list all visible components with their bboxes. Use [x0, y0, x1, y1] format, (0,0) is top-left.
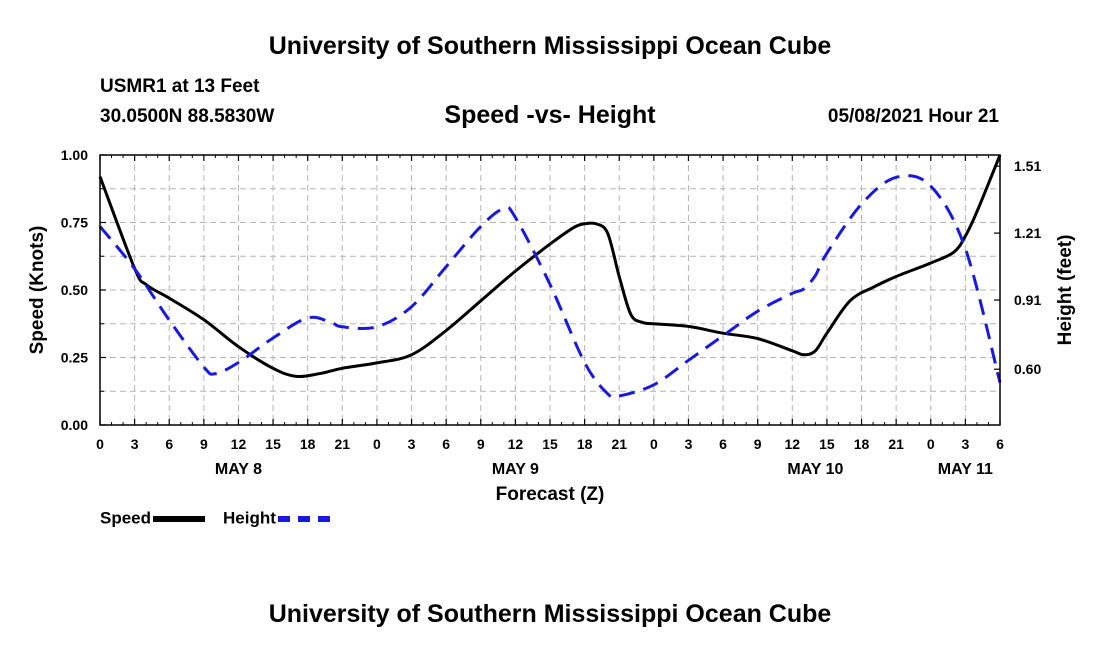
legend-speed-swatch — [153, 515, 206, 522]
y-tick-label-right: 1.21 — [1014, 225, 1041, 241]
x-tick-label: 15 — [265, 436, 281, 452]
x-tick-label: 0 — [650, 436, 658, 452]
grid — [100, 155, 1000, 425]
legend: Speed Height — [100, 508, 348, 529]
bottom-title: University of Southern Mississippi Ocean… — [268, 600, 832, 628]
tick-labels: 0 3 6 9 12 15 18 21 0 3 6 9 12 15 18 21 0 3 6 9 12 15 18 21 0 3 6M… — [61, 147, 1042, 478]
y-tick-label-left: 0.25 — [61, 350, 88, 366]
y-tick-label-right: 0.91 — [1014, 292, 1041, 308]
y-tick-label-left: 0.00 — [61, 417, 88, 433]
x-tick-label: 3 — [408, 436, 416, 452]
legend-height-swatch — [277, 515, 330, 522]
x-tick-label: 21 — [335, 436, 351, 452]
x-tick-label: 12 — [508, 436, 524, 452]
x-tick-label: 6 — [165, 436, 173, 452]
y-tick-label-left: 0.75 — [61, 215, 88, 231]
y-tick-label-right: 1.51 — [1014, 158, 1041, 174]
y-tick-label-left: 1.00 — [61, 147, 88, 163]
y-axis-label-left: Speed (Knots) — [27, 226, 48, 355]
day-label: MAY 9 — [492, 461, 539, 478]
x-tick-label: 6 — [719, 436, 727, 452]
y-tick-label-left: 0.50 — [61, 282, 88, 298]
x-tick-label: 3 — [685, 436, 693, 452]
day-label: MAY 10 — [787, 461, 843, 478]
legend-height-label: Height — [223, 508, 276, 528]
series-line-speed — [98, 154, 1002, 379]
x-tick-label: 15 — [542, 436, 558, 452]
station-coordinates: 30.0500N 88.5830W — [100, 106, 275, 127]
x-tick-label: 9 — [200, 436, 208, 452]
x-axis-label: Forecast (Z) — [496, 484, 605, 505]
x-tick-label: 18 — [577, 436, 593, 452]
x-tick-label: 6 — [996, 436, 1004, 452]
day-label: MAY 11 — [938, 461, 993, 478]
x-tick-label: 6 — [442, 436, 450, 452]
x-tick-label: 21 — [611, 436, 627, 452]
series-layer — [98, 154, 1002, 400]
x-tick-label: 0 — [927, 436, 935, 452]
x-tick-label: 18 — [854, 436, 870, 452]
x-tick-label: 12 — [785, 436, 801, 452]
series-line-height — [98, 174, 1002, 400]
x-tick-label: 0 — [96, 436, 104, 452]
x-tick-label: 21 — [888, 436, 904, 452]
x-tick-label: 18 — [300, 436, 316, 452]
x-tick-label: 3 — [961, 436, 969, 452]
x-tick-label: 3 — [131, 436, 139, 452]
x-tick-label: 9 — [754, 436, 762, 452]
top-title: University of Southern Mississippi Ocean… — [268, 32, 832, 60]
legend-speed-label: Speed — [100, 508, 152, 528]
x-tick-label: 9 — [477, 436, 485, 452]
x-tick-label: 0 — [373, 436, 381, 452]
station-label: USMR1 at 13 Feet — [100, 76, 260, 97]
day-label: MAY 8 — [215, 461, 262, 478]
forecast-datetime: 05/08/2021 Hour 21 — [827, 106, 999, 127]
ticks — [99, 154, 1001, 426]
y-tick-label-right: 0.60 — [1014, 361, 1041, 377]
chart-title: Speed -vs- Height — [444, 101, 656, 129]
x-tick-label: 15 — [819, 436, 835, 452]
x-tick-label: 12 — [231, 436, 247, 452]
y-axis-label-right: Height (feet) — [1055, 235, 1076, 346]
